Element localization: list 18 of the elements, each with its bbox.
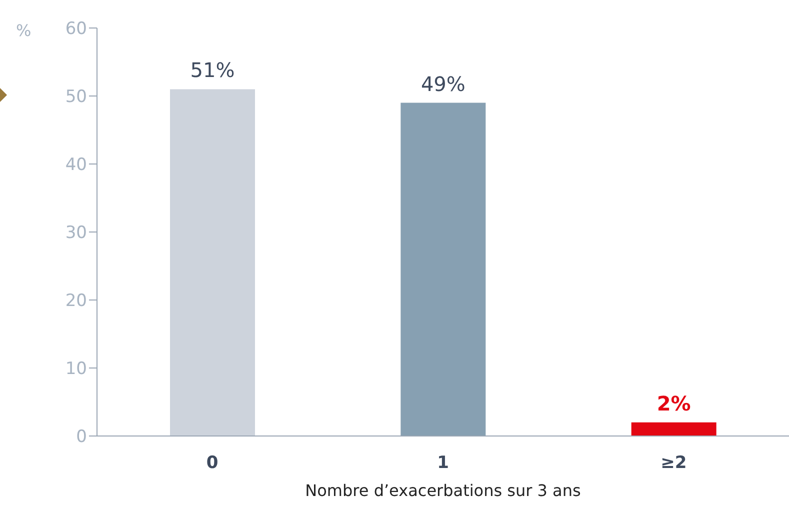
data-label: 2% (656, 391, 691, 416)
bar (400, 102, 486, 436)
y-tick-label: 0 (76, 427, 87, 448)
y-axis-title: % (16, 21, 32, 40)
y-tick-label: 50 (65, 87, 87, 108)
x-tick-label: ≥2 (660, 453, 687, 474)
data-label: 51% (190, 58, 235, 82)
y-tick-label: 30 (65, 223, 87, 244)
y-tick-label: 20 (65, 291, 87, 312)
x-axis-title: Nombre d’exacerbations sur 3 ans (305, 481, 581, 500)
x-tick-label: 0 (206, 453, 218, 474)
y-tick-label: 60 (65, 19, 87, 40)
y-tick-label: 10 (65, 359, 87, 380)
y-tick-label: 40 (65, 155, 87, 176)
bar (631, 422, 716, 436)
x-tick-label: 1 (437, 453, 449, 474)
bar (170, 89, 255, 436)
data-label: 49% (420, 72, 466, 96)
